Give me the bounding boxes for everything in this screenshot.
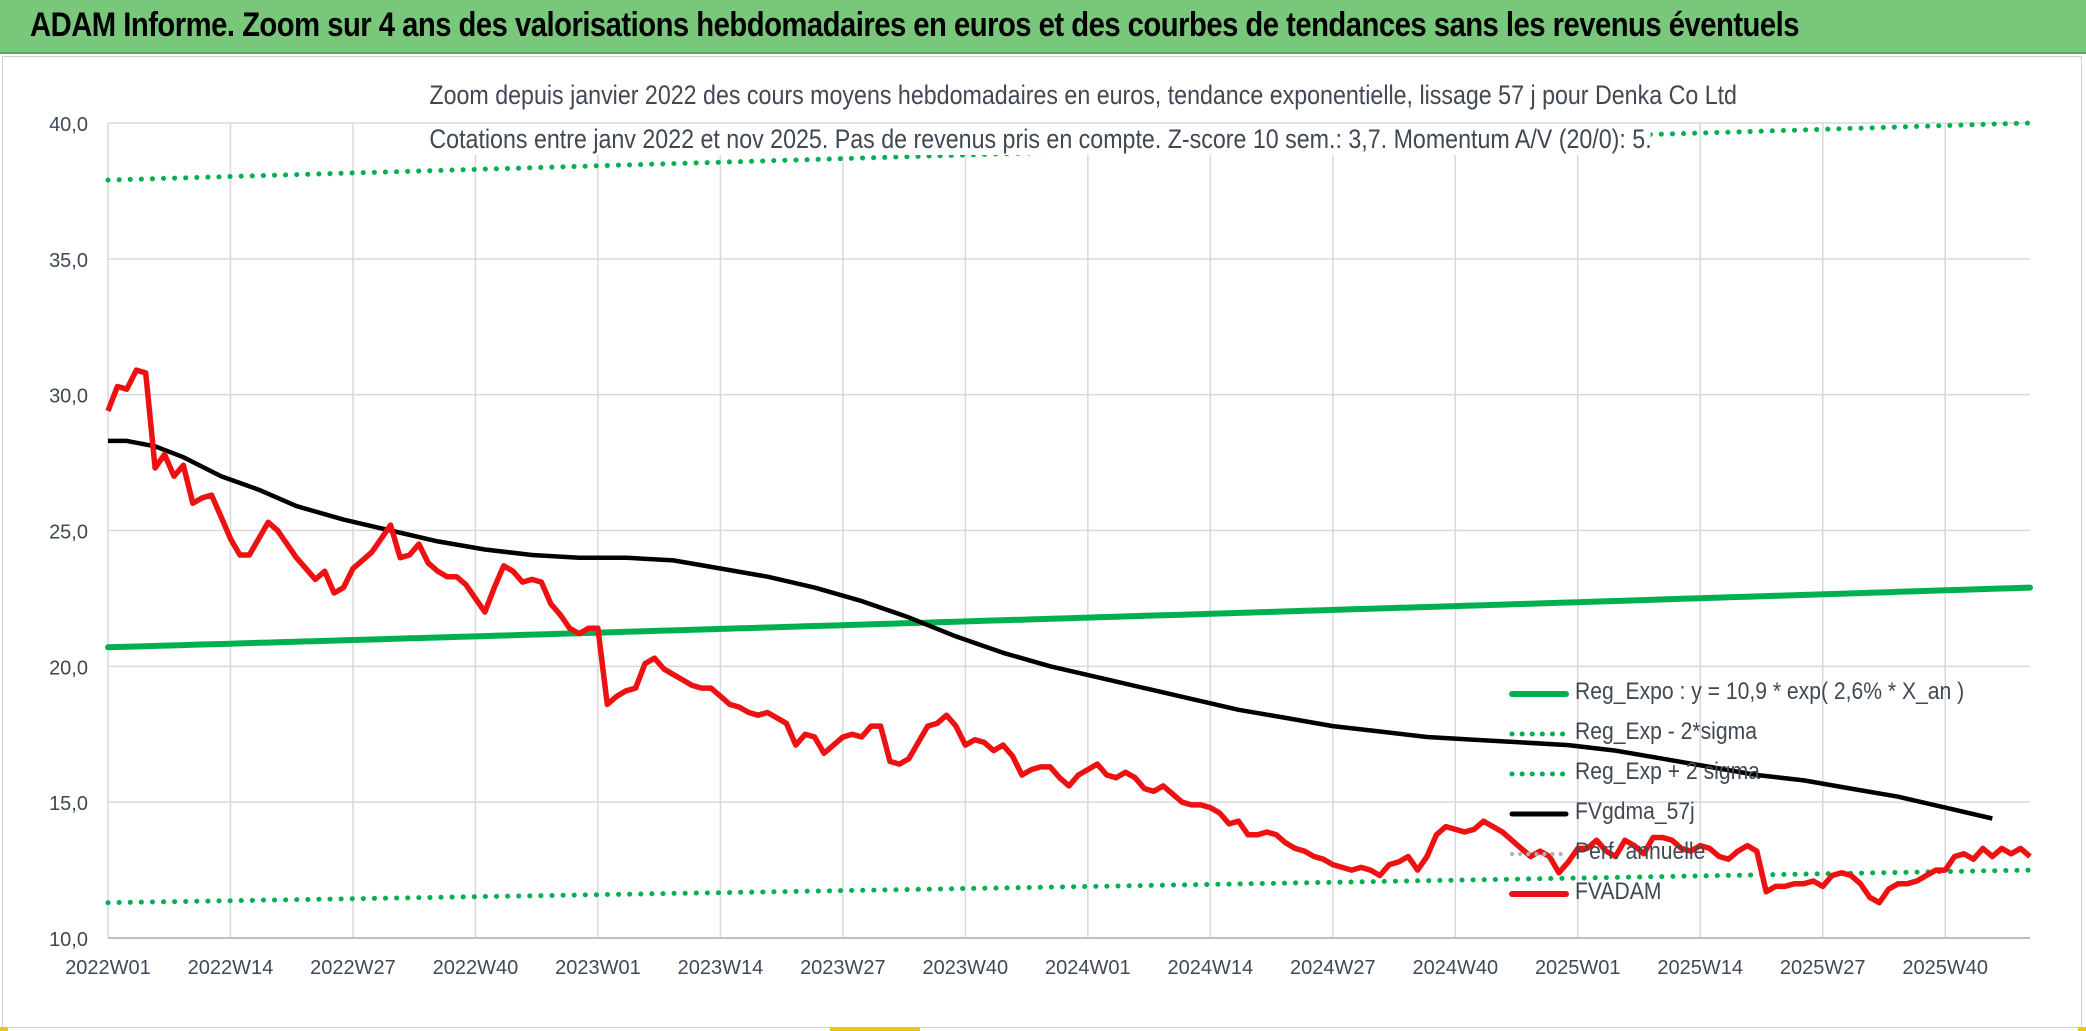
series-reg-expo (105, 584, 2033, 651)
y-tick-label: 20,0 (49, 657, 88, 679)
series-fvgdma-57j (108, 438, 1993, 821)
series-reg-plus-2sigma (105, 120, 2033, 183)
legend-label-perf: Perf. annuelle (1575, 838, 1706, 865)
legend (1509, 691, 1569, 897)
x-tick-label: 2024W40 (1412, 957, 1498, 979)
legend-label-reg-expo: Reg_Expo : y = 10,9 * exp( 2,6% * X_an ) (1575, 678, 1965, 705)
x-tick-label: 2025W27 (1780, 957, 1866, 979)
page-title: ADAM Informe. Zoom sur 4 ans des valoris… (30, 6, 1800, 44)
x-tick-label: 2024W01 (1045, 957, 1131, 979)
legend-label-fvgdma: FVgdma_57j (1575, 798, 1695, 825)
axes: 10,0 15,0 20,0 25,0 30,0 35,0 40,0 2022W01 2022W… (49, 114, 2030, 979)
x-tick-label: 2022W40 (433, 957, 519, 979)
x-tick-label: 2023W40 (923, 957, 1009, 979)
x-tick-label: 2025W40 (1902, 957, 1988, 979)
chart-subtitle: Cotations entre janv 2022 et nov 2025. P… (429, 124, 1652, 155)
series-reg-minus-2sigma (105, 867, 2033, 906)
legend-label-reg-minus: Reg_Exp - 2*sigma (1575, 718, 1757, 745)
x-tick-label: 2022W01 (65, 957, 151, 979)
legend-label-reg-plus: Reg_Exp + 2 sigma (1575, 758, 1760, 785)
y-tick-label: 15,0 (49, 793, 88, 815)
x-tick-label: 2025W14 (1657, 957, 1743, 979)
corner-accent-right (2078, 1027, 2086, 1031)
x-tick-label: 2023W01 (555, 957, 641, 979)
y-tick-label: 40,0 (49, 114, 88, 136)
x-tick-label: 2022W14 (188, 957, 274, 979)
header-banner: ADAM Informe. Zoom sur 4 ans des valoris… (0, 0, 2086, 54)
series-fvadam (105, 367, 2032, 906)
chart-title: Zoom depuis janvier 2022 des cours moyen… (429, 80, 1737, 111)
y-tick-label: 30,0 (49, 386, 88, 408)
series-layer (105, 120, 2033, 906)
y-tick-label: 25,0 (49, 522, 88, 544)
legend-label-fvadam: FVADAM (1575, 878, 1662, 905)
x-tick-label: 2022W27 (310, 957, 396, 979)
x-tick-label: 2023W14 (678, 957, 764, 979)
corner-accent-left (0, 1027, 8, 1031)
y-tick-label: 35,0 (49, 250, 88, 272)
x-tick-label: 2023W27 (800, 957, 886, 979)
x-tick-label: 2025W01 (1535, 957, 1621, 979)
grid (107, 122, 2030, 939)
bottom-accent (830, 1027, 920, 1031)
x-tick-label: 2024W27 (1290, 957, 1376, 979)
y-tick-label: 10,0 (49, 929, 88, 951)
x-tick-label: 2024W14 (1168, 957, 1254, 979)
chart-frame (2, 56, 2082, 1028)
